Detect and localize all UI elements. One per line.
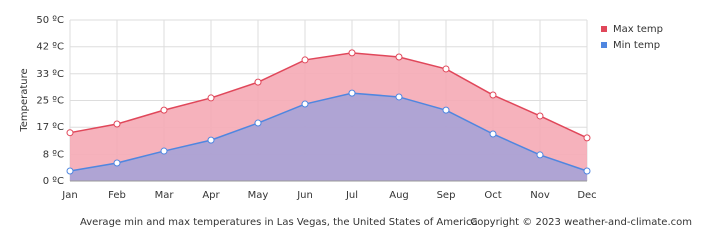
y-tick-label: 17 ºC <box>36 122 64 133</box>
chart: Temperature Average min and max temperat… <box>19 15 692 228</box>
point <box>207 136 215 144</box>
point <box>583 167 591 175</box>
point <box>66 129 74 137</box>
point <box>254 78 262 86</box>
x-tick-label: Nov <box>530 190 550 201</box>
point <box>536 151 544 159</box>
point <box>442 106 450 114</box>
x-tick-label: Jun <box>296 190 313 201</box>
x-tick-label: Apr <box>202 190 220 201</box>
line <box>69 92 588 172</box>
point <box>160 106 168 114</box>
point <box>301 100 309 108</box>
x-tick-label: Oct <box>484 190 501 201</box>
point <box>113 120 121 128</box>
line <box>69 52 588 139</box>
point <box>536 112 544 120</box>
point <box>442 65 450 73</box>
area-fill <box>70 93 587 181</box>
y-tick-label: 50 ºC <box>36 15 64 26</box>
point <box>348 49 356 57</box>
point <box>489 130 497 138</box>
y-tick-label: 25 ºC <box>36 96 64 107</box>
copyright: Copyright © 2023 weather-and-climate.com <box>470 217 692 228</box>
point <box>395 93 403 101</box>
legend-label: Min temp <box>613 40 660 51</box>
x-tick-label: Aug <box>389 190 409 201</box>
y-tick-label: 0 ºC <box>43 176 64 187</box>
point <box>66 167 74 175</box>
point <box>207 94 215 102</box>
point <box>489 91 497 99</box>
point <box>254 119 262 127</box>
x-tick-label: Dec <box>577 190 596 201</box>
legend-swatch <box>601 26 607 32</box>
point <box>301 56 309 64</box>
x-tick-label: Jan <box>61 190 77 201</box>
point <box>583 134 591 142</box>
point <box>395 53 403 61</box>
y-tick-label: 33 ºC <box>36 69 64 80</box>
x-tick-label: May <box>248 190 269 201</box>
y-tick-label: 42 ºC <box>36 42 64 53</box>
point <box>348 89 356 97</box>
caption: Average min and max temperatures in Las … <box>80 217 478 228</box>
y-tick-label: 8 ºC <box>43 149 64 160</box>
y-axis-label: Temperature <box>19 68 30 132</box>
legend-label: Max temp <box>613 24 663 35</box>
legend-swatch <box>601 42 607 48</box>
x-tick-label: Sep <box>437 190 456 201</box>
x-tick-label: Feb <box>108 190 126 201</box>
x-tick-label: Jul <box>345 190 358 201</box>
point <box>160 147 168 155</box>
point <box>113 159 121 167</box>
x-tick-label: Mar <box>155 190 175 201</box>
